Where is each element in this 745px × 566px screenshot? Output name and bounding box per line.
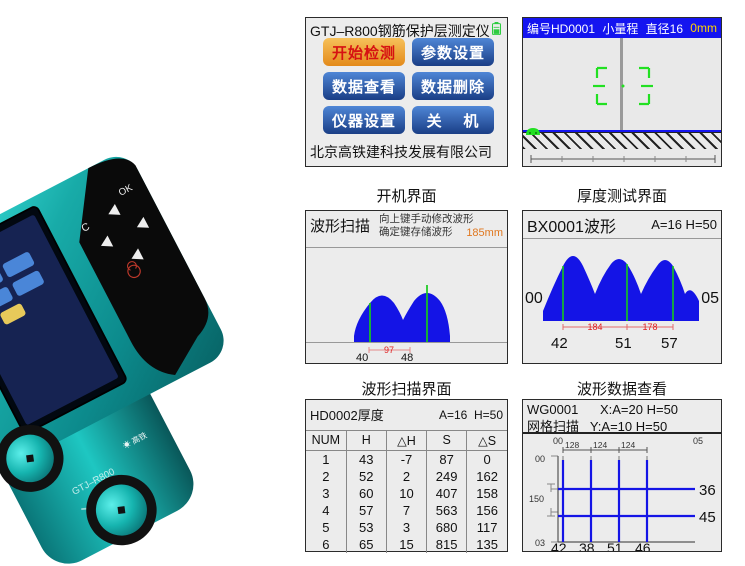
svg-text:97: 97 (384, 345, 394, 355)
svg-text:36: 36 (699, 482, 716, 499)
svg-text:03: 03 (535, 538, 545, 548)
svg-text:05: 05 (693, 436, 703, 446)
svg-text:128: 128 (565, 440, 579, 450)
svg-text:00: 00 (553, 436, 563, 446)
svg-text:45: 45 (699, 509, 716, 526)
svg-text:38: 38 (579, 540, 595, 552)
svg-text:51: 51 (607, 540, 623, 552)
svg-text:124: 124 (593, 440, 607, 450)
svg-text:00: 00 (535, 454, 545, 464)
svg-text:46: 46 (635, 540, 651, 552)
svg-text:178: 178 (642, 322, 657, 332)
svg-text:150: 150 (529, 494, 544, 504)
svg-text:42: 42 (551, 540, 567, 552)
svg-text:124: 124 (621, 440, 635, 450)
svg-text:184: 184 (587, 322, 602, 332)
